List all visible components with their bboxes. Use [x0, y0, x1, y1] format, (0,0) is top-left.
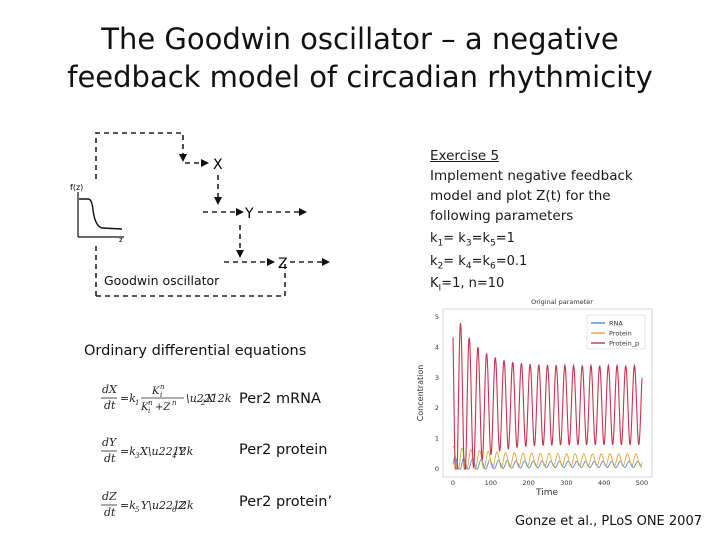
param-text: =1, n=10 — [441, 276, 505, 292]
reaction-arrows — [185, 159, 330, 266]
x-tick-label: 400 — [598, 479, 610, 487]
series-line-protein — [452, 445, 643, 470]
y-tick-label: 0 — [435, 465, 439, 473]
x-axis-label: Time — [535, 488, 558, 498]
ode-heading: Ordinary differential equations — [84, 343, 307, 359]
y-tick-label: 5 — [435, 313, 439, 321]
y-tick-label: 2 — [435, 404, 439, 412]
node-x-label: X — [213, 157, 223, 173]
param-sub: 1 — [437, 238, 444, 249]
exercise-line-3: following parameters — [430, 208, 574, 224]
param-text: = k — [443, 253, 466, 269]
inset-ylabel: f(z) — [70, 183, 83, 192]
param-sub: 2 — [437, 261, 444, 272]
param-line-3: KI=1, n=10 — [430, 275, 527, 298]
y-tick-label: 1 — [435, 435, 439, 443]
eq2-label: Per2 protein — [239, 442, 328, 458]
param-text: =k — [471, 231, 490, 246]
y-tick-label: 4 — [435, 343, 439, 351]
x-ticks: 0 100 200 300 400 500 — [451, 479, 648, 487]
chart-legend: RNA Protein Protein_p — [586, 314, 646, 350]
eq3-label: Per2 protein’ — [239, 494, 333, 510]
exercise-block: Exercise 5 Implement negative feedback m… — [430, 146, 700, 226]
exercise-line-1: Implement negative feedback — [430, 168, 633, 184]
slide-title-line-2: feedback model of circadian rhythmicity — [67, 60, 653, 94]
legend-label: Protein — [609, 330, 632, 338]
node-y-label: Y — [244, 206, 254, 222]
exercise-title: Exercise 5 — [430, 148, 500, 164]
legend-label: Protein_p — [609, 340, 639, 348]
y-tick-label: 3 — [435, 374, 439, 382]
param-text: k — [430, 231, 438, 246]
oscillation-chart: Original parameter 0 100 200 300 400 500 0 1 2 3… — [416, 298, 653, 498]
exercise-line-2: model and plot Z(t) for the — [430, 188, 611, 204]
param-text: =0.1 — [495, 253, 528, 269]
y-ticks: 0 1 2 3 4 5 — [435, 313, 439, 473]
series-line-protein_p — [452, 323, 643, 470]
x-tick-label: 500 — [636, 479, 648, 487]
param-line-1: k1= k3=k5=1 — [430, 230, 527, 253]
param-sub: 4 — [465, 261, 472, 272]
param-text: k — [430, 253, 438, 269]
x-tick-label: 100 — [485, 479, 497, 487]
slide-title: The Goodwin oscillator – a negative feed… — [0, 20, 720, 96]
slide-title-line-1: The Goodwin oscillator – a negative — [101, 22, 619, 56]
param-sub: 5 — [489, 238, 496, 249]
param-sub: I — [438, 283, 442, 294]
x-tick-label: 200 — [522, 479, 534, 487]
chart-title: Original parameter — [531, 298, 593, 306]
param-line-2: k2= k4=k6=0.1 — [430, 253, 527, 276]
parameter-list: k1= k3=k5=1 k2= k4=k6=0.1 KI=1, n=10 — [430, 230, 527, 298]
x-tick-label: 300 — [560, 479, 572, 487]
param-text: = k — [443, 231, 466, 246]
y-axis-label: Concentration — [416, 365, 425, 422]
x-tick-label: 0 — [451, 479, 455, 487]
eq1-label: Per2 mRNA — [239, 391, 321, 407]
node-z-label: Z — [278, 256, 288, 272]
series-lines — [452, 323, 643, 470]
diagram-caption: Goodwin oscillator — [104, 273, 220, 288]
param-sub: 3 — [465, 238, 472, 249]
param-text: =k — [471, 253, 490, 269]
hill-function-inset: f(z) z — [67, 181, 129, 245]
inset-xlabel: z — [119, 236, 123, 244]
param-sub: 6 — [489, 261, 496, 272]
param-text: K — [430, 276, 439, 292]
legend-label: RNA — [609, 320, 623, 328]
param-text: =1 — [495, 231, 515, 246]
citation: Gonze et al., PLoS ONE 2007 — [514, 514, 702, 529]
